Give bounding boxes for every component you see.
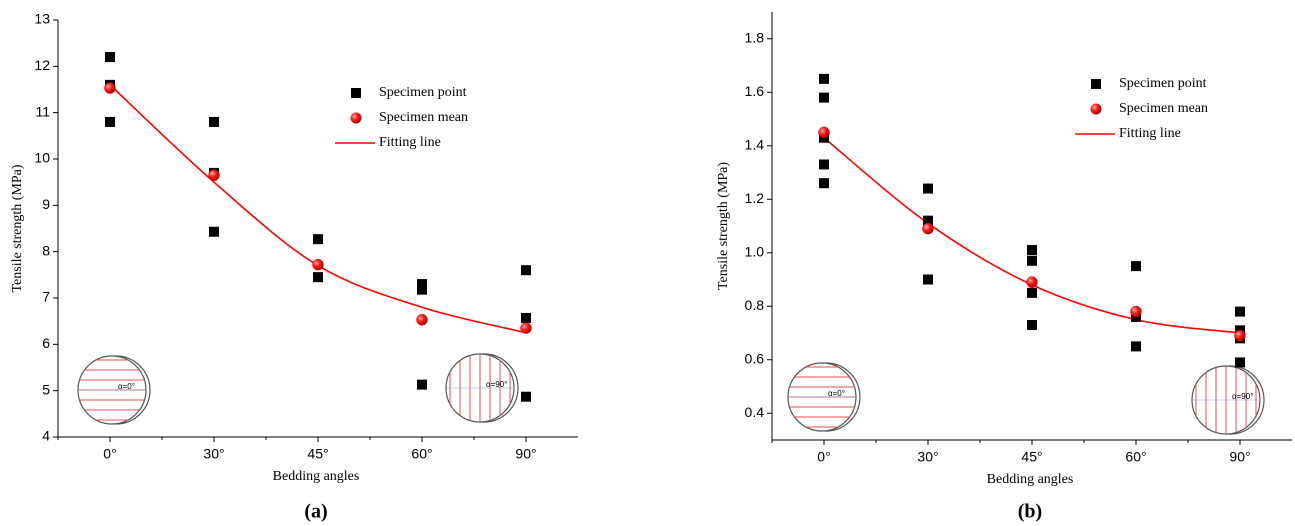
x-tick-label: 90° <box>1229 449 1250 465</box>
y-tick-label: 0.8 <box>745 297 765 313</box>
specimen-mean <box>1026 276 1038 288</box>
x-tick-label: 60° <box>1125 449 1146 465</box>
y-tick-label: 10 <box>34 150 50 166</box>
legend-label: Specimen point <box>1119 76 1207 91</box>
legend-marker <box>1090 103 1102 115</box>
specimen-mean <box>818 126 830 139</box>
specimen-point <box>1131 261 1141 272</box>
specimen-mean <box>922 222 934 235</box>
y-tick-label: 1.0 <box>745 243 765 259</box>
y-tick-label: 13 <box>34 11 50 27</box>
x-axis-title: Bedding angles <box>987 472 1074 487</box>
angle-label: α=90° <box>1232 392 1253 401</box>
specimen-point <box>819 92 829 103</box>
y-tick-label: 5 <box>42 381 50 397</box>
y-tick-label: 12 <box>34 57 50 73</box>
specimen-point <box>417 379 427 390</box>
y-tick-label: 1.8 <box>745 29 765 45</box>
specimen-point <box>313 234 323 245</box>
legend-label: Specimen mean <box>1119 101 1208 116</box>
x-tick-label: 0° <box>817 449 830 465</box>
specimen-point <box>521 391 531 402</box>
x-tick-label: 30° <box>203 446 224 462</box>
y-tick-label: 6 <box>42 335 50 351</box>
x-axis-title: Bedding angles <box>273 469 360 484</box>
specimen-point <box>1027 319 1037 330</box>
specimen-point <box>819 178 829 189</box>
specimen-point <box>923 183 933 194</box>
angle-label: α=0° <box>118 382 135 391</box>
x-tick-label: 45° <box>1021 449 1042 465</box>
specimen-point <box>521 265 531 276</box>
legend-marker <box>350 112 362 124</box>
specimen-mean <box>104 82 116 94</box>
panel-label: (b) <box>1018 501 1042 523</box>
y-tick-label: 1.6 <box>745 83 765 99</box>
specimen-point <box>209 226 219 237</box>
specimen-point <box>1131 341 1141 352</box>
specimen-mean <box>208 169 220 181</box>
legend-label: Specimen mean <box>379 110 468 125</box>
y-tick-label: 11 <box>35 103 50 119</box>
y-tick-label: 4 <box>42 428 50 444</box>
y-tick-label: 1.4 <box>745 136 765 152</box>
specimen-point <box>1027 287 1037 298</box>
x-tick-label: 0° <box>103 446 116 462</box>
specimen-point <box>1027 255 1037 266</box>
specimen-point <box>417 279 427 290</box>
specimen-point <box>521 312 531 323</box>
specimen-point <box>105 116 115 127</box>
specimen-mean <box>312 258 324 271</box>
legend-marker <box>1091 79 1101 89</box>
x-tick-label: 60° <box>411 446 432 462</box>
specimen-point <box>313 272 323 283</box>
legend-marker <box>351 88 361 98</box>
specimen-mean <box>520 322 532 334</box>
specimen-point <box>923 215 933 226</box>
legend-label: Specimen point <box>379 85 467 100</box>
angle-label: α=90° <box>486 380 507 389</box>
specimen-point <box>105 52 115 63</box>
y-axis-title: Tensile strength (MPa) <box>716 162 731 290</box>
y-tick-label: 0.6 <box>745 350 765 366</box>
y-tick-label: 8 <box>42 242 50 258</box>
panel-label: (a) <box>304 501 327 523</box>
specimen-point <box>1235 357 1245 368</box>
fitting-line <box>823 137 1241 334</box>
x-tick-label: 90° <box>515 446 536 462</box>
specimen-point <box>819 73 829 84</box>
specimen-point <box>417 284 427 295</box>
specimen-point <box>209 116 219 127</box>
specimen-point <box>819 159 829 170</box>
y-tick-label: 1.2 <box>745 190 765 206</box>
y-axis-title: Tensile strength (MPa) <box>10 164 25 292</box>
specimen-mean <box>1130 305 1142 318</box>
y-tick-label: 9 <box>42 196 50 212</box>
specimen-mean <box>416 314 428 326</box>
legend-label: Fitting line <box>1119 126 1181 141</box>
specimen-point <box>1027 245 1037 256</box>
y-tick-label: 0.4 <box>745 404 765 420</box>
specimen-mean <box>1234 329 1246 342</box>
angle-label: α=0° <box>828 389 845 398</box>
x-tick-label: 45° <box>307 446 328 462</box>
specimen-point <box>923 274 933 285</box>
legend-label: Fitting line <box>379 135 441 150</box>
y-tick-label: 7 <box>42 289 50 305</box>
x-tick-label: 30° <box>917 449 938 465</box>
specimen-point <box>1235 306 1245 317</box>
